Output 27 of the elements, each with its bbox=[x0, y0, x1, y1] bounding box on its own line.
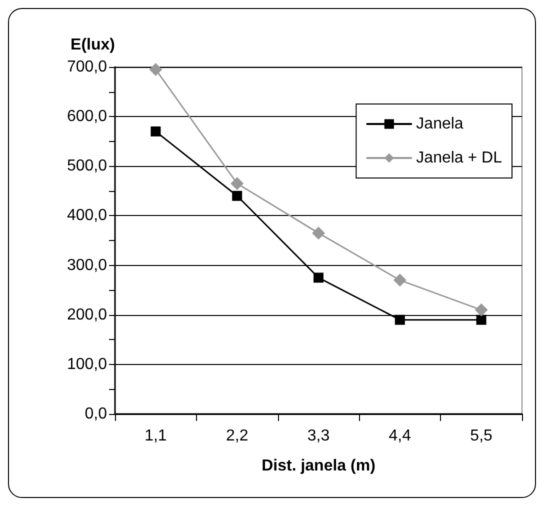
point bbox=[232, 190, 242, 201]
y-tick-label: 400,0 bbox=[66, 207, 108, 224]
x-tick-label: 1,1 bbox=[144, 428, 167, 444]
y-tick-label: 300,0 bbox=[66, 256, 108, 274]
point bbox=[476, 314, 486, 325]
point bbox=[393, 274, 406, 287]
point bbox=[149, 62, 162, 76]
point bbox=[230, 176, 244, 190]
y-tick-label: 100,0 bbox=[66, 356, 108, 373]
x-axis-title: Dist. janela (m) bbox=[262, 458, 376, 474]
legend-label: Janela bbox=[416, 116, 464, 132]
y-tick-label: 0,0 bbox=[84, 406, 108, 422]
y-axis-title: E(lux) bbox=[70, 36, 115, 54]
x-tick-label: 5,5 bbox=[470, 428, 493, 444]
point bbox=[312, 226, 325, 240]
y-tick-label: 500,0 bbox=[66, 158, 108, 175]
x-tick-label: 4,4 bbox=[388, 428, 412, 444]
point bbox=[150, 126, 161, 136]
point bbox=[474, 303, 488, 316]
y-tick-label: 200,0 bbox=[66, 306, 108, 324]
point bbox=[394, 314, 405, 325]
y-tick-label: 600,0 bbox=[66, 108, 108, 126]
legend-label: Janela + DL bbox=[416, 150, 502, 166]
x-tick-label: 2,2 bbox=[226, 428, 248, 444]
y-tick-label: 700,0 bbox=[66, 58, 108, 76]
point bbox=[314, 272, 324, 283]
x-tick-label: 3,3 bbox=[307, 428, 330, 444]
